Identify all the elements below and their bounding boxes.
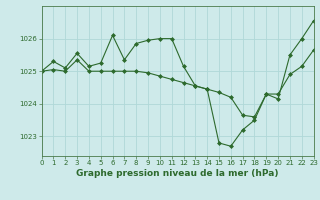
X-axis label: Graphe pression niveau de la mer (hPa): Graphe pression niveau de la mer (hPa) <box>76 169 279 178</box>
